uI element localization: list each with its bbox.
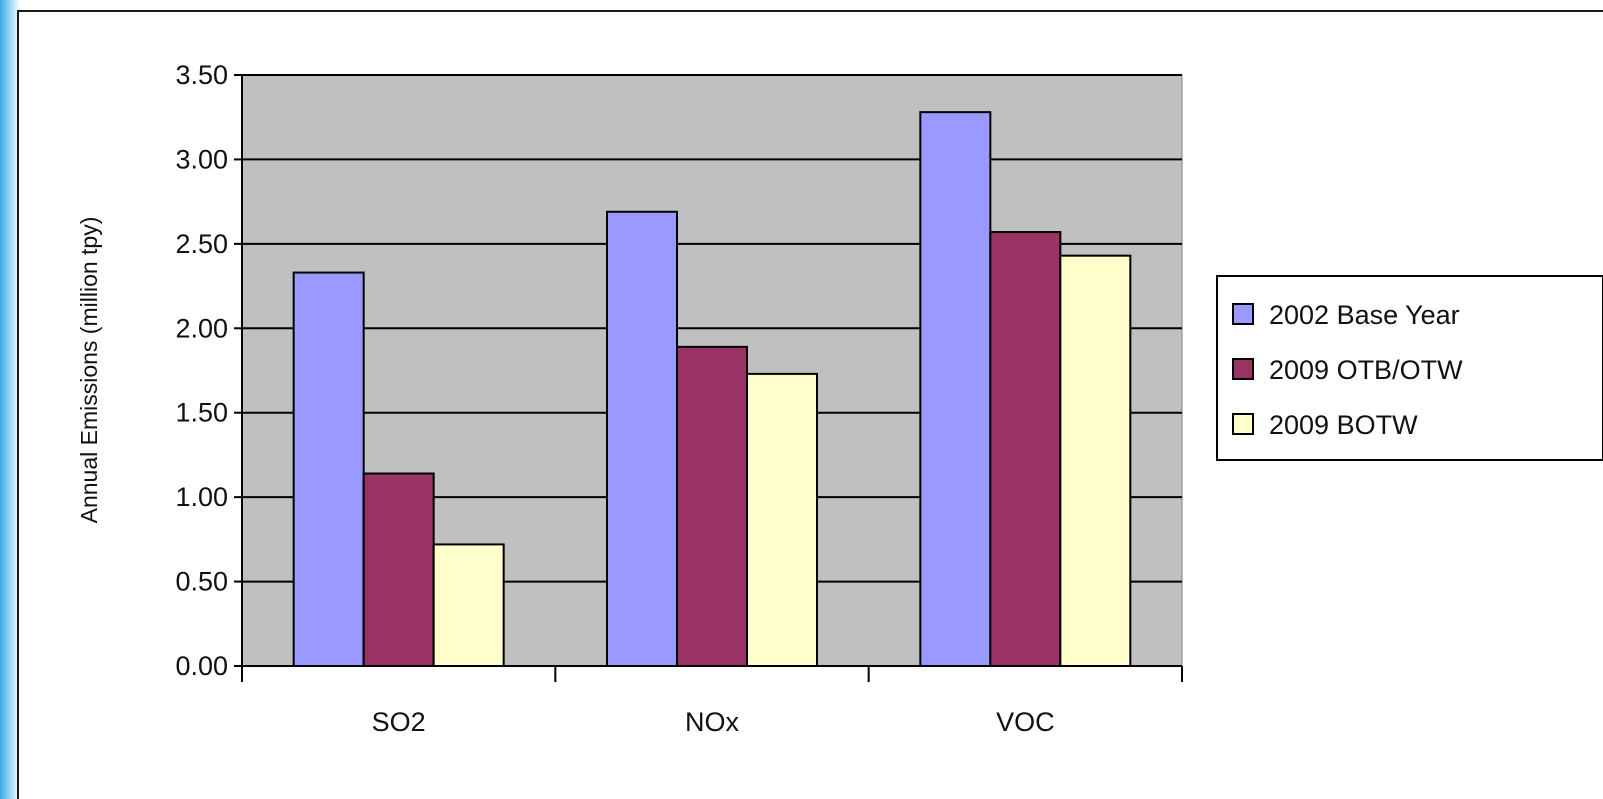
y-tick-label: 1.00 <box>175 482 228 512</box>
legend-swatch <box>1232 358 1254 380</box>
bar <box>1059 254 1132 667</box>
bar <box>676 345 748 667</box>
legend-swatch <box>1232 303 1254 325</box>
y-tick-label: 1.50 <box>175 398 228 428</box>
x-tick-label: NOx <box>685 707 740 737</box>
bar <box>432 543 505 667</box>
bar <box>292 271 365 667</box>
bar <box>919 111 992 668</box>
legend-box <box>1216 275 1603 461</box>
y-tick-label: 3.50 <box>175 60 228 90</box>
x-tick-label: VOC <box>996 707 1055 737</box>
y-axis-label: Annual Emissions (million tpy) <box>76 217 102 524</box>
y-tick-label: 0.50 <box>175 567 228 597</box>
y-tick-label: 0.00 <box>175 651 228 681</box>
x-tick-labels: SO2 NOx VOC <box>372 707 1055 737</box>
bars <box>292 111 1132 668</box>
legend-label: 2009 OTB/OTW <box>1269 355 1463 385</box>
y-tick-label: 2.00 <box>175 313 228 343</box>
legend-label: 2002 Base Year <box>1269 300 1460 330</box>
legend-label: 2009 BOTW <box>1269 410 1418 440</box>
axes <box>241 75 1183 682</box>
legend-swatch <box>1232 413 1254 435</box>
bar <box>989 231 1062 667</box>
legend: 2002 Base Year 2009 OTB/OTW 2009 BOTW <box>1216 275 1603 461</box>
y-tick-label: 3.00 <box>175 144 228 174</box>
x-tick-label: SO2 <box>372 707 426 737</box>
y-tick-label: 2.50 <box>175 229 228 259</box>
bar <box>746 372 818 667</box>
bar <box>362 472 435 668</box>
bar <box>606 210 678 667</box>
y-tick-labels: 0.00 0.50 1.00 1.50 2.00 2.50 3.00 3.50 <box>175 60 242 681</box>
